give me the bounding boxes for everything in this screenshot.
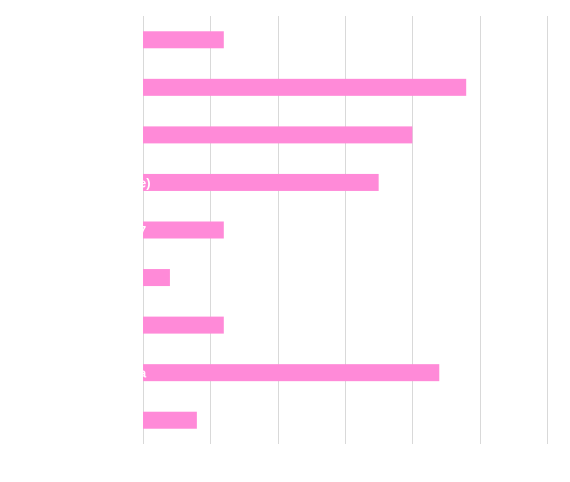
bars bbox=[143, 31, 467, 429]
bar bbox=[143, 364, 440, 382]
category-label: a bbox=[139, 366, 147, 381]
bar bbox=[143, 221, 224, 239]
category-label: e) bbox=[139, 175, 151, 190]
bar bbox=[143, 269, 170, 287]
category-labels: ) e) 7 a bbox=[139, 80, 151, 380]
bar bbox=[143, 173, 379, 191]
category-label: ) bbox=[139, 80, 143, 95]
bar bbox=[143, 31, 224, 49]
bar bbox=[143, 411, 197, 429]
bar bbox=[143, 316, 224, 334]
bar bbox=[143, 126, 413, 144]
category-label: 7 bbox=[139, 223, 146, 238]
bar bbox=[143, 78, 467, 96]
